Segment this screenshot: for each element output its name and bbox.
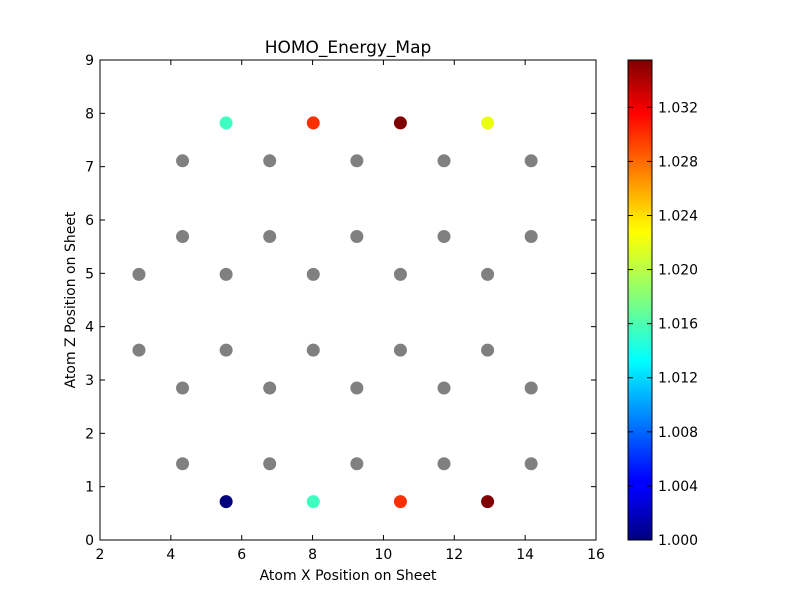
- data-point-gray: [306, 267, 320, 281]
- y-axis-ticks: 0 1 2 3 4 5 6 7 8 9: [85, 53, 596, 549]
- data-point-gray: [350, 457, 364, 471]
- colorbar-tick-label: 1.008: [658, 425, 698, 441]
- data-point-gray: [437, 381, 451, 395]
- data-point-colored: [306, 116, 320, 130]
- x-axis-ticks: 2 4 6 8 10 12 14 16: [96, 60, 605, 563]
- colorbar-tick-label: 1.016: [658, 317, 698, 333]
- data-point-colored: [219, 495, 233, 509]
- chart-title: HOMO_Energy_Map: [265, 38, 432, 58]
- data-point-gray: [263, 230, 277, 244]
- data-point-colored: [393, 116, 407, 130]
- data-point-colored: [481, 116, 495, 130]
- data-point-gray: [350, 381, 364, 395]
- colorbar-tick-label: 1.020: [658, 263, 698, 279]
- data-point-colored: [393, 495, 407, 509]
- data-point-gray: [393, 267, 407, 281]
- data-point-gray: [176, 381, 190, 395]
- data-point-gray: [437, 230, 451, 244]
- data-point-gray: [263, 457, 277, 471]
- y-tick-label: 5: [85, 266, 94, 282]
- data-point-gray: [350, 230, 364, 244]
- y-tick-label: 0: [85, 533, 94, 549]
- scatter-points: [132, 116, 538, 509]
- data-point-gray: [524, 154, 538, 168]
- y-tick-label: 4: [85, 320, 94, 336]
- data-point-colored: [306, 495, 320, 509]
- colorbar-tick-label: 1.012: [658, 371, 698, 387]
- x-tick-label: 4: [166, 547, 175, 563]
- colorbar-gradient: [627, 59, 653, 541]
- x-axis-label: Atom X Position on Sheet: [260, 568, 437, 584]
- data-point-gray: [219, 343, 233, 357]
- y-tick-label: 1: [85, 480, 94, 496]
- data-point-colored: [481, 495, 495, 509]
- y-tick-label: 6: [85, 213, 94, 229]
- data-point-gray: [263, 381, 277, 395]
- y-axis-label: Atom Z Position on Sheet: [63, 211, 79, 388]
- y-tick-label: 8: [85, 106, 94, 122]
- data-point-gray: [132, 267, 146, 281]
- x-tick-label: 6: [237, 547, 246, 563]
- data-point-gray: [176, 154, 190, 168]
- data-point-gray: [306, 343, 320, 357]
- colorbar-tick-label: 1.004: [658, 479, 698, 495]
- data-point-gray: [350, 154, 364, 168]
- data-point-gray: [481, 343, 495, 357]
- data-point-gray: [176, 457, 190, 471]
- data-point-gray: [524, 381, 538, 395]
- data-point-gray: [524, 230, 538, 244]
- data-point-gray: [481, 267, 495, 281]
- y-tick-label: 9: [85, 53, 94, 69]
- colorbar-tick-label: 1.032: [658, 100, 698, 116]
- x-tick-label: 16: [587, 547, 605, 563]
- data-point-gray: [393, 343, 407, 357]
- colorbar-ticks: 1.000 1.004 1.008 1.012 1.016 1.020 1.024 1.028…: [628, 100, 698, 549]
- x-tick-label: 8: [308, 547, 317, 563]
- data-point-gray: [437, 154, 451, 168]
- data-point-gray: [524, 457, 538, 471]
- plot-frame: [99, 59, 597, 541]
- data-point-colored: [219, 116, 233, 130]
- y-tick-label: 3: [85, 373, 94, 389]
- colorbar-tick-label: 1.024: [658, 208, 698, 224]
- x-tick-label: 2: [96, 547, 105, 563]
- data-point-gray: [437, 457, 451, 471]
- colorbar-tick-label: 1.000: [658, 533, 698, 549]
- data-point-gray: [176, 230, 190, 244]
- data-point-gray: [263, 154, 277, 168]
- colorbar-tick-label: 1.028: [658, 154, 698, 170]
- data-point-gray: [132, 343, 146, 357]
- x-tick-label: 10: [375, 547, 393, 563]
- y-tick-label: 7: [85, 160, 94, 176]
- colorbar: 1.000 1.004 1.008 1.012 1.016 1.020 1.024 1.028…: [627, 59, 698, 549]
- x-tick-label: 14: [516, 547, 534, 563]
- x-tick-label: 12: [445, 547, 463, 563]
- y-tick-label: 2: [85, 426, 94, 442]
- data-point-gray: [219, 267, 233, 281]
